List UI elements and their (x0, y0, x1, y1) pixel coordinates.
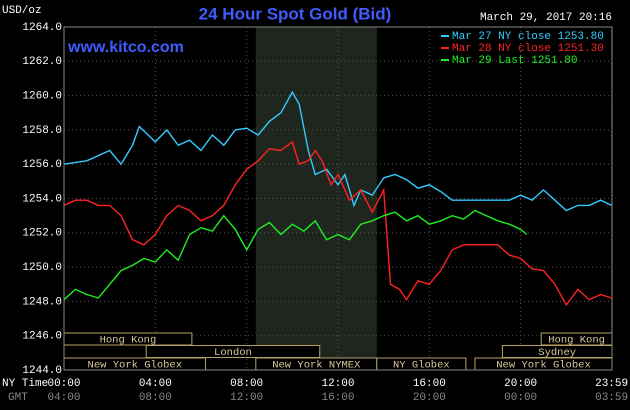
y-tick-label: 1254.0 (22, 193, 62, 205)
gmt-tick-label: 12:00 (230, 392, 263, 404)
y-tick-label: 1250.0 (22, 262, 62, 274)
y-unit: USD/oz (2, 5, 42, 17)
x-tick-label: 08:00 (230, 378, 263, 390)
session-label: London (214, 347, 252, 359)
x-tick-label: 04:00 (139, 378, 172, 390)
y-tick-label: 1262.0 (22, 56, 62, 68)
chart-title: 24 Hour Spot Gold (Bid) (199, 4, 392, 23)
gmt-tick-label: 04:00 (47, 392, 80, 404)
y-tick-label: 1244.0 (22, 365, 62, 377)
timestamp: March 29, 2017 20:16 (480, 12, 612, 24)
gmt-tick-label: 08:00 (139, 392, 172, 404)
lines (63, 90, 612, 307)
series-line (63, 90, 612, 212)
session-label: Hong Kong (548, 334, 605, 346)
series-line (63, 140, 612, 307)
plot-frame (63, 26, 613, 371)
y-tick-label: 1264.0 (22, 22, 62, 34)
session-label: Hong Kong (100, 334, 157, 346)
series-line (63, 209, 528, 301)
y-tick-label: 1256.0 (22, 159, 62, 171)
sessions: Hong Kong London New York Globex New York N… (63, 332, 613, 371)
legend-label: Mar 28 NY close 1251.30 (452, 43, 604, 55)
site-label: www.kitco.com (67, 39, 184, 56)
session-bar (145, 345, 321, 358)
session-label: NY Globex (393, 359, 450, 371)
y-tick-label: 1252.0 (22, 228, 62, 240)
y-tick-label: 1260.0 (22, 91, 62, 103)
x-label-ny: NY Time (2, 378, 48, 390)
session-label: Sydney (538, 347, 576, 359)
session-label: New York Globex (496, 359, 591, 371)
session-label: New York NYMEX (272, 359, 361, 371)
gmt-tick-label: 16:00 (321, 392, 354, 404)
x-tick-label: 12:00 (321, 378, 354, 390)
gmt-tick-label: 03:59 (595, 392, 628, 404)
x-tick-label: 16:00 (413, 378, 446, 390)
x-tick-label: 23:59 (595, 378, 628, 390)
legend-label: Mar 27 NY close 1253.80 (452, 31, 604, 43)
x-label-gmt: GMT (8, 392, 28, 404)
gmt-tick-label: 20:00 (413, 392, 446, 404)
legend-label: Mar 29 Last 1251.80 (452, 55, 577, 67)
y-tick-label: 1246.0 (22, 331, 62, 343)
session-label: New York Globex (88, 359, 183, 371)
gmt-tick-label: 00:00 (504, 392, 537, 404)
y-tick-label: 1248.0 (22, 296, 62, 308)
x-tick-label: 00:00 (47, 378, 80, 390)
x-tick-label: 20:00 (504, 378, 537, 390)
y-tick-label: 1258.0 (22, 125, 62, 137)
